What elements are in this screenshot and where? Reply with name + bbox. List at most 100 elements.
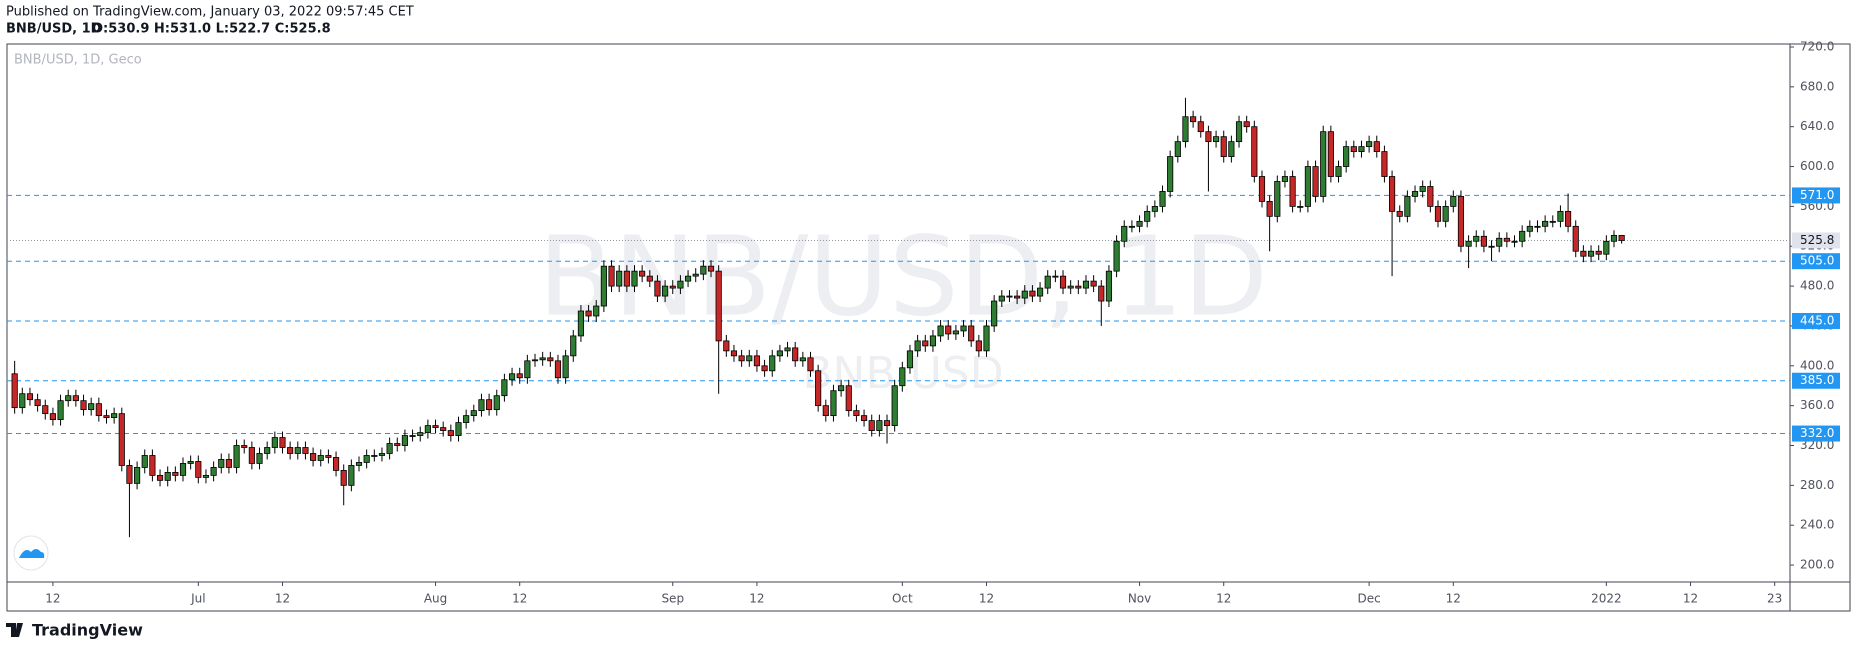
candle-body	[1434, 205, 1442, 222]
candle-body	[401, 435, 409, 446]
candle-body	[975, 340, 982, 352]
candle-body	[1297, 205, 1304, 208]
candle-body	[1228, 141, 1235, 157]
candle-body	[126, 465, 133, 484]
plot	[7, 97, 1790, 538]
x-tick-label: Nov	[1128, 592, 1151, 606]
candle-body	[49, 413, 56, 421]
candle-body	[1350, 146, 1357, 152]
candle-body	[929, 335, 937, 347]
candle-body	[1419, 186, 1426, 192]
candle-body	[172, 472, 179, 476]
candle-body	[225, 459, 232, 468]
y-tick-label: 600.0	[1800, 159, 1834, 173]
y-tick-label: 720.0	[1800, 39, 1834, 53]
candle-body	[1542, 220, 1549, 227]
x-tick-label: 12	[512, 592, 527, 606]
x-tick-label: Sep	[661, 592, 684, 606]
candle-body	[501, 379, 508, 397]
candle-body	[1021, 290, 1028, 299]
candle-body	[508, 373, 516, 381]
candle-body	[669, 285, 676, 289]
candle-body	[1595, 250, 1602, 255]
candle-body	[1098, 285, 1105, 302]
x-tick-label: Jul	[190, 592, 205, 606]
candle-body	[256, 453, 263, 464]
candle-body	[554, 360, 562, 379]
candle-body	[639, 270, 646, 277]
brand-name[interactable]: TradingView	[32, 621, 143, 640]
candle-body	[72, 395, 79, 402]
candle-body	[340, 470, 347, 486]
candle-body	[1266, 201, 1273, 217]
candle-body	[80, 400, 87, 411]
candle-body	[883, 420, 891, 426]
watermark-group: BNB/USD, 1D BNB USD	[538, 212, 1268, 399]
candle-body	[1243, 121, 1250, 128]
candle-body	[195, 461, 202, 478]
candle-body	[1304, 166, 1311, 207]
candle-body	[447, 430, 454, 436]
candle-body	[1059, 275, 1067, 289]
candle-body	[248, 447, 255, 464]
candle-body	[570, 335, 577, 357]
brand-icon[interactable]	[6, 623, 23, 637]
tv-badge[interactable]	[13, 535, 49, 571]
candle-body	[769, 355, 776, 372]
candle-body	[19, 393, 26, 409]
candle-body	[1067, 285, 1074, 289]
candle-body	[1029, 290, 1036, 297]
symbol: BNB/USD, 1D	[6, 22, 102, 37]
candle-body	[684, 275, 692, 282]
candle-body	[1006, 295, 1013, 298]
y-tick-label: 400.0	[1800, 358, 1834, 372]
published-line: Published on TradingView.com, January 03…	[6, 5, 414, 20]
level-badge	[1792, 253, 1840, 270]
y-tick-label: 680.0	[1800, 79, 1834, 93]
candle-body	[1044, 275, 1051, 289]
candle-body	[585, 310, 592, 317]
candle-body	[1526, 225, 1533, 232]
candle-body	[111, 413, 118, 419]
candle-body	[707, 265, 715, 272]
candle-body	[1411, 191, 1419, 197]
x-tick-label: 12	[749, 592, 764, 606]
candle-body	[692, 273, 699, 277]
candle-body	[34, 399, 41, 407]
candle-body	[822, 405, 829, 417]
x-tick-label: 12	[1683, 592, 1698, 606]
candle-body	[1105, 270, 1113, 302]
candle-body	[1335, 166, 1342, 177]
candle-body	[715, 270, 722, 342]
candle-body	[1014, 295, 1021, 299]
last-price-badge	[1792, 232, 1840, 249]
candle-body	[1190, 116, 1197, 123]
candle-body	[1587, 250, 1595, 257]
candle-body	[1503, 237, 1510, 242]
candle-body	[914, 340, 921, 352]
candle-body	[279, 437, 286, 448]
brand-logo[interactable]: TradingView	[6, 621, 143, 640]
badge-icon[interactable]	[19, 549, 45, 558]
candle-body	[1488, 245, 1495, 248]
candle-body	[1480, 235, 1487, 247]
candle-body	[1136, 220, 1143, 227]
candle-body	[1075, 285, 1082, 289]
candle-body	[815, 370, 822, 407]
candle-body	[57, 400, 64, 421]
candle-body	[1289, 176, 1296, 207]
candle-body	[11, 373, 18, 409]
candle-body	[761, 365, 768, 372]
candle-body	[1404, 196, 1411, 217]
candle-body	[1167, 156, 1174, 192]
x-tick-label: 12	[979, 592, 994, 606]
candle-body	[799, 357, 806, 362]
candle-body	[1465, 240, 1472, 247]
candle-body	[600, 265, 607, 307]
candle-body	[470, 410, 477, 417]
x-tick-label: 12	[1446, 592, 1461, 606]
candle-body	[486, 399, 493, 411]
candle-body	[730, 350, 738, 357]
candle-body	[838, 385, 845, 392]
candle-body	[271, 437, 278, 448]
